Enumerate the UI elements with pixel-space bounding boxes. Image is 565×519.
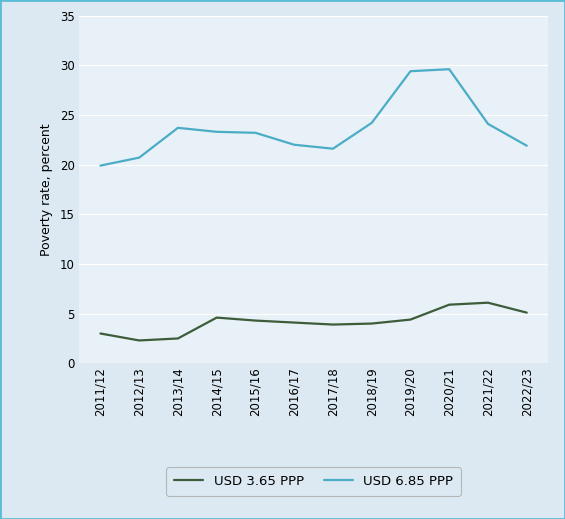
USD 6.85 PPP — [252, 130, 259, 136]
USD 3.65 PPP — [446, 302, 453, 308]
USD 6.85 PPP — [291, 142, 298, 148]
Y-axis label: Poverty rate, percent: Poverty rate, percent — [40, 123, 53, 256]
USD 6.85 PPP — [136, 155, 142, 161]
USD 3.65 PPP — [329, 321, 336, 327]
USD 3.65 PPP — [97, 331, 104, 337]
USD 6.85 PPP — [485, 121, 492, 127]
USD 3.65 PPP — [175, 335, 181, 342]
USD 3.65 PPP — [407, 317, 414, 323]
USD 3.65 PPP — [485, 299, 492, 306]
USD 6.85 PPP — [407, 68, 414, 74]
Legend: USD 3.65 PPP, USD 6.85 PPP: USD 3.65 PPP, USD 6.85 PPP — [166, 467, 461, 496]
USD 3.65 PPP — [252, 318, 259, 324]
USD 3.65 PPP — [214, 315, 220, 321]
USD 6.85 PPP — [97, 162, 104, 169]
USD 6.85 PPP — [368, 120, 375, 126]
USD 6.85 PPP — [523, 143, 530, 149]
Line: USD 3.65 PPP: USD 3.65 PPP — [101, 303, 527, 340]
USD 3.65 PPP — [368, 320, 375, 326]
USD 6.85 PPP — [446, 66, 453, 72]
USD 3.65 PPP — [136, 337, 142, 344]
USD 3.65 PPP — [523, 309, 530, 316]
Line: USD 6.85 PPP: USD 6.85 PPP — [101, 69, 527, 166]
USD 6.85 PPP — [175, 125, 181, 131]
USD 6.85 PPP — [329, 146, 336, 152]
USD 6.85 PPP — [214, 129, 220, 135]
USD 3.65 PPP — [291, 320, 298, 326]
